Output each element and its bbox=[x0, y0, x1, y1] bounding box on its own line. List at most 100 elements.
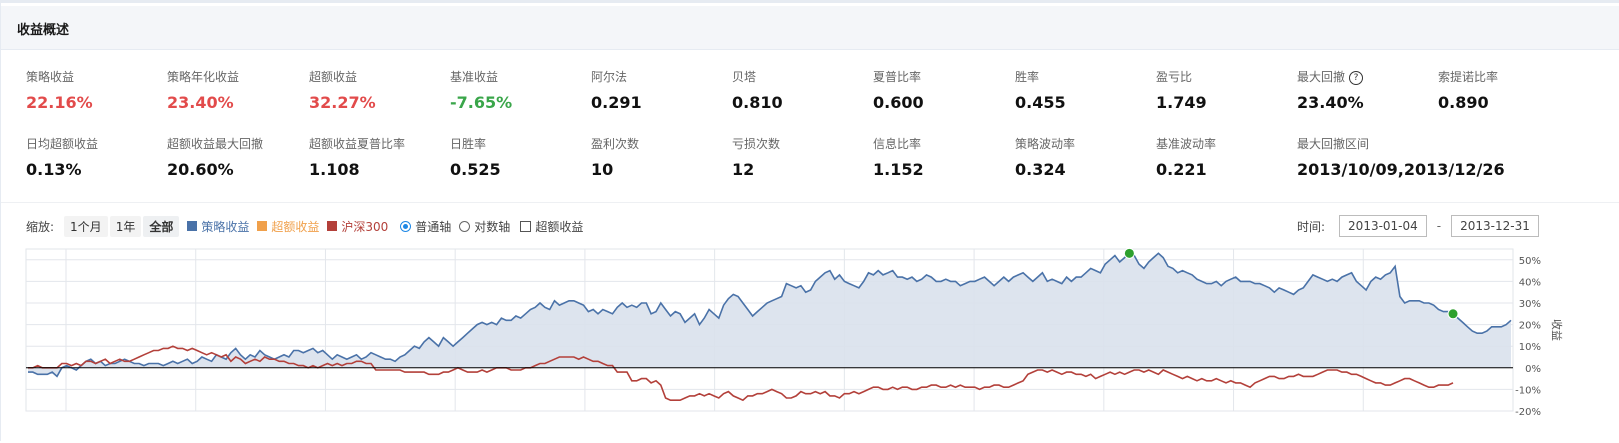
panel-header: 收益概述 bbox=[1, 6, 1619, 50]
metric-profit-count: 盈利次数 10 bbox=[591, 135, 639, 179]
metric-label: 盈亏比 bbox=[1156, 70, 1193, 84]
log-axis-label[interactable]: 对数轴 bbox=[474, 219, 511, 234]
metric-label: 策略年化收益 bbox=[167, 70, 240, 84]
zoom-1-month-button[interactable]: 1个月 bbox=[64, 215, 108, 237]
metric-sortino: 索提诺比率 0.890 bbox=[1438, 68, 1498, 112]
metric-max-drawdown: 最大回撤? 23.40% bbox=[1297, 68, 1364, 112]
metric-value: 1.108 bbox=[309, 160, 360, 179]
metric-value: 32.27% bbox=[309, 93, 376, 112]
metric-label: 日均超额收益 bbox=[26, 137, 99, 151]
metric-value: 23.40% bbox=[167, 93, 234, 112]
excess-return-checkbox[interactable] bbox=[520, 220, 532, 232]
metric-label: 超额收益 bbox=[309, 70, 358, 84]
metric-label: 超额收益最大回撤 bbox=[167, 137, 264, 151]
returns-chart[interactable]: 50% 40% 30% 20% 10% 0% -10% -20% 收益 bbox=[1, 243, 1619, 443]
metric-profit-loss-ratio: 盈亏比 1.749 bbox=[1156, 68, 1207, 112]
strategy-area bbox=[28, 253, 1511, 377]
y-tick-label: -10% bbox=[1515, 385, 1541, 396]
metric-label: 阿尔法 bbox=[591, 70, 628, 84]
metric-value: 20.60% bbox=[167, 160, 234, 179]
metric-value: 2013/10/09,2013/12/26 bbox=[1297, 160, 1505, 179]
metric-value: 12 bbox=[732, 160, 755, 179]
legend-label: 超额收益 bbox=[271, 219, 320, 234]
metric-label: 策略收益 bbox=[26, 70, 75, 84]
metric-label: 索提诺比率 bbox=[1438, 70, 1499, 84]
metric-value: 0.291 bbox=[591, 93, 642, 112]
time-label: 时间: bbox=[1297, 219, 1326, 234]
zoom-1-year-button[interactable]: 1年 bbox=[109, 215, 142, 237]
metric-win-rate: 胜率 0.455 bbox=[1015, 68, 1066, 112]
metric-label: 最大回撤 bbox=[1297, 70, 1346, 84]
metric-label: 盈利次数 bbox=[591, 137, 640, 151]
legend-hs300[interactable]: 沪深300 bbox=[327, 218, 388, 235]
end-date-input[interactable]: 2013-12-31 bbox=[1451, 215, 1539, 237]
metric-value: 1.749 bbox=[1156, 93, 1207, 112]
metric-strategy-volatility: 策略波动率 0.324 bbox=[1015, 135, 1075, 179]
metric-value: 0.13% bbox=[26, 160, 82, 179]
y-tick-label: 30% bbox=[1519, 299, 1541, 310]
log-axis-radio[interactable] bbox=[459, 220, 471, 232]
metric-label-with-help: 最大回撤? bbox=[1297, 68, 1364, 85]
metric-label: 胜率 bbox=[1015, 70, 1040, 84]
metric-benchmark-volatility: 基准波动率 0.221 bbox=[1156, 135, 1216, 179]
metric-label: 策略波动率 bbox=[1015, 137, 1076, 151]
legend-swatch bbox=[257, 221, 268, 231]
metric-value: 0.890 bbox=[1438, 93, 1489, 112]
zoom-label: 缩放: bbox=[26, 219, 55, 234]
chart-toolbar: 缩放: 1个月 1年 全部 策略收益 超额收益 沪深300 普通轴 对数轴 超额… bbox=[26, 215, 583, 237]
date-separator: - bbox=[1436, 219, 1442, 233]
metric-value: 1.152 bbox=[873, 160, 924, 179]
metric-beta: 贝塔 0.810 bbox=[732, 68, 783, 112]
legend-label: 策略收益 bbox=[201, 219, 250, 234]
metric-value: 0.810 bbox=[732, 93, 783, 112]
legend-strategy-return[interactable]: 策略收益 bbox=[187, 218, 249, 235]
metric-label: 信息比率 bbox=[873, 137, 922, 151]
metric-sharpe: 夏普比率 0.600 bbox=[873, 68, 924, 112]
drawdown-marker bbox=[1123, 247, 1135, 259]
hs300-line bbox=[28, 345, 1454, 402]
help-icon[interactable]: ? bbox=[1349, 70, 1364, 85]
metric-label: 夏普比率 bbox=[873, 70, 922, 84]
metric-max-drawdown-period: 最大回撤区间 2013/10/09,2013/12/26 bbox=[1297, 135, 1505, 179]
metric-value: 23.40% bbox=[1297, 93, 1364, 112]
section-divider bbox=[1, 202, 1619, 203]
y-axis-label: 收益 bbox=[1550, 319, 1564, 341]
metric-label: 日胜率 bbox=[450, 137, 487, 151]
metric-label: 贝塔 bbox=[732, 70, 757, 84]
time-range: 时间: 2013-01-04 - 2013-12-31 bbox=[1297, 215, 1539, 237]
normal-axis-label[interactable]: 普通轴 bbox=[415, 219, 452, 234]
legend-label: 沪深300 bbox=[341, 219, 389, 234]
metric-excess-max-drawdown: 超额收益最大回撤 20.60% bbox=[167, 135, 263, 179]
normal-axis-radio[interactable] bbox=[400, 220, 412, 232]
metric-information-ratio: 信息比率 1.152 bbox=[873, 135, 924, 179]
metric-label: 超额收益夏普比率 bbox=[309, 137, 406, 151]
legend-swatch bbox=[327, 221, 338, 231]
excess-return-checkbox-label[interactable]: 超额收益 bbox=[535, 219, 584, 234]
metric-label: 最大回撤区间 bbox=[1297, 137, 1370, 151]
metric-label: 亏损次数 bbox=[732, 137, 781, 151]
metric-value: 0.324 bbox=[1015, 160, 1066, 179]
legend-excess-return[interactable]: 超额收益 bbox=[257, 218, 319, 235]
metric-strategy-return: 策略收益 22.16% bbox=[26, 68, 93, 112]
metric-daily-win-rate: 日胜率 0.525 bbox=[450, 135, 501, 179]
metric-label: 基准收益 bbox=[450, 70, 499, 84]
y-tick-label: 0% bbox=[1525, 364, 1541, 375]
metric-alpha: 阿尔法 0.291 bbox=[591, 68, 642, 112]
metric-annualized-return: 策略年化收益 23.40% bbox=[167, 68, 239, 112]
zoom-all-button[interactable]: 全部 bbox=[143, 215, 180, 237]
metric-loss-count: 亏损次数 12 bbox=[732, 135, 780, 179]
metric-value: 0.525 bbox=[450, 160, 501, 179]
metric-value: 0.455 bbox=[1015, 93, 1066, 112]
metric-value: -7.65% bbox=[450, 93, 513, 112]
y-tick-label: -20% bbox=[1515, 407, 1541, 418]
metric-value: 0.221 bbox=[1156, 160, 1207, 179]
panel-title: 收益概述 bbox=[17, 23, 70, 38]
metric-value: 10 bbox=[591, 160, 614, 179]
y-tick-label: 50% bbox=[1519, 256, 1541, 267]
start-date-input[interactable]: 2013-01-04 bbox=[1339, 215, 1427, 237]
metric-excess-sharpe: 超额收益夏普比率 1.108 bbox=[309, 135, 405, 179]
legend-swatch bbox=[187, 221, 198, 231]
y-tick-label: 10% bbox=[1519, 342, 1541, 353]
drawdown-marker bbox=[1447, 308, 1459, 320]
